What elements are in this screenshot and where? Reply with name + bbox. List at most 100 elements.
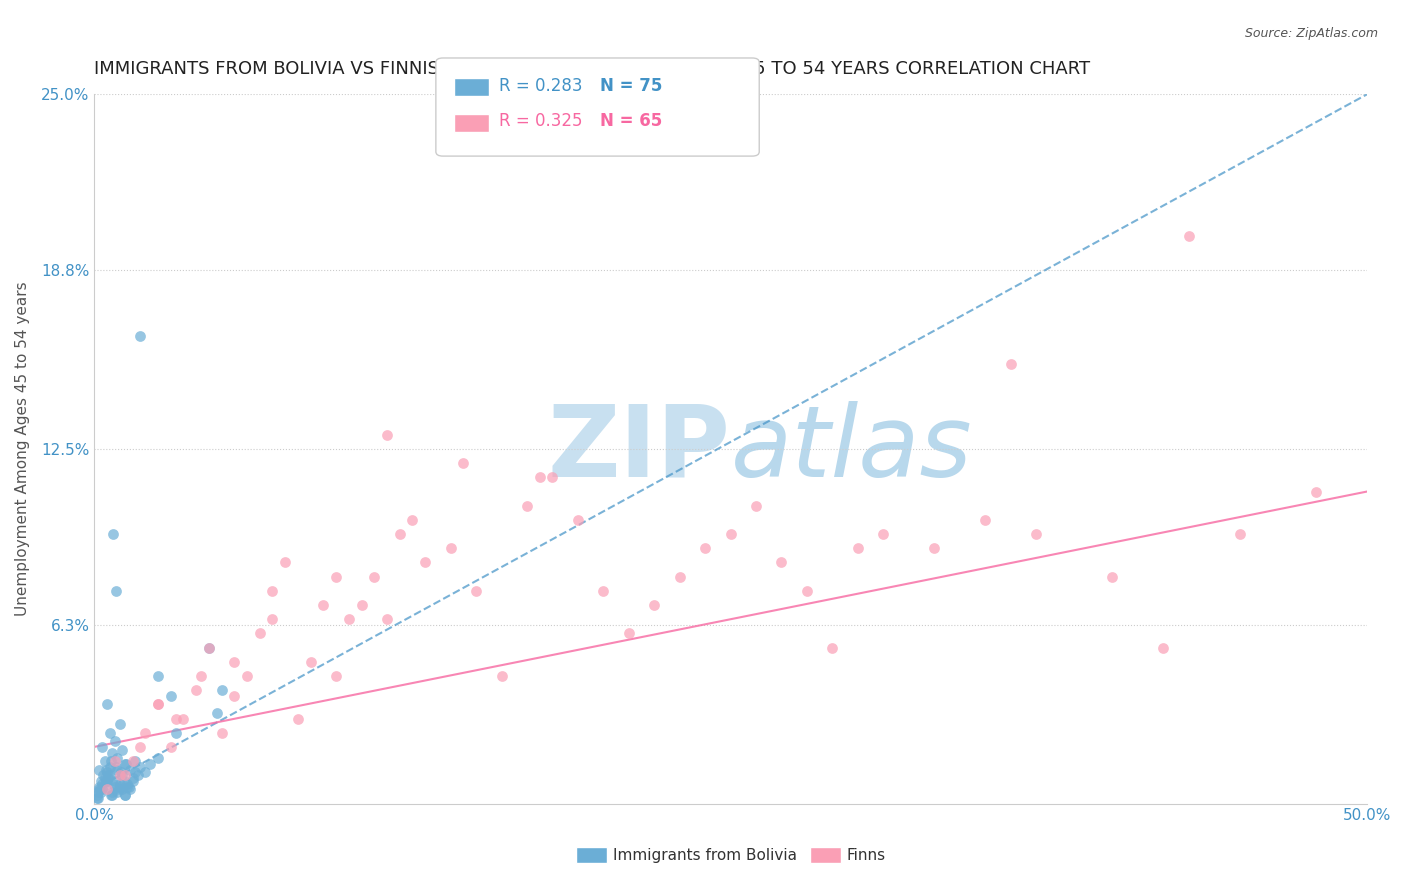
Point	[796, 583, 818, 598]
Point	[129, 328, 152, 343]
Point	[94, 763, 117, 777]
Point	[198, 640, 221, 655]
Point	[114, 756, 136, 771]
Point	[491, 669, 513, 683]
Point	[104, 780, 127, 794]
Point	[236, 669, 259, 683]
Point	[100, 788, 122, 802]
Point	[91, 768, 114, 782]
Point	[110, 765, 132, 780]
Point	[165, 712, 187, 726]
Point	[98, 760, 121, 774]
Point	[401, 513, 423, 527]
Point	[94, 773, 117, 788]
Point	[89, 782, 111, 797]
Text: R = 0.283: R = 0.283	[499, 77, 582, 95]
Point	[262, 612, 284, 626]
Point	[105, 785, 128, 799]
Point	[821, 640, 844, 655]
Point	[1101, 570, 1123, 584]
Text: Source: ZipAtlas.com: Source: ZipAtlas.com	[1244, 27, 1378, 40]
Point	[274, 556, 297, 570]
Point	[224, 655, 246, 669]
Point	[114, 768, 136, 782]
Point	[695, 541, 717, 556]
Point	[205, 706, 228, 720]
Point	[86, 791, 108, 805]
Point	[105, 751, 128, 765]
Point	[104, 583, 127, 598]
Text: N = 75: N = 75	[600, 77, 662, 95]
Point	[1305, 484, 1327, 499]
Point	[922, 541, 945, 556]
Point	[529, 470, 551, 484]
Point	[224, 689, 246, 703]
Point	[86, 788, 108, 802]
Point	[87, 791, 110, 805]
Point	[375, 427, 398, 442]
Point	[89, 763, 111, 777]
Point	[139, 756, 162, 771]
Point	[101, 746, 124, 760]
Point	[90, 785, 112, 799]
Point	[121, 771, 143, 785]
Point	[101, 785, 124, 799]
Point	[100, 754, 122, 768]
Point	[93, 754, 115, 768]
Point	[107, 782, 129, 797]
Point	[96, 698, 118, 712]
Point	[111, 768, 134, 782]
Point	[134, 765, 156, 780]
Point	[159, 739, 181, 754]
Point	[1152, 640, 1174, 655]
Point	[211, 725, 233, 739]
Text: R = 0.325: R = 0.325	[499, 112, 582, 130]
Point	[172, 712, 194, 726]
Point	[121, 754, 143, 768]
Point	[93, 771, 115, 785]
Point	[118, 782, 141, 797]
Point	[325, 570, 347, 584]
Point	[159, 689, 181, 703]
Point	[541, 470, 564, 484]
Point	[115, 756, 138, 771]
Point	[211, 683, 233, 698]
Point	[105, 763, 128, 777]
Point	[668, 570, 690, 584]
Point	[114, 788, 136, 802]
Point	[104, 773, 127, 788]
Point	[1000, 357, 1022, 371]
Point	[413, 556, 436, 570]
Point	[872, 527, 894, 541]
Point	[89, 780, 111, 794]
Point	[121, 773, 143, 788]
Point	[325, 669, 347, 683]
Y-axis label: Unemployment Among Ages 45 to 54 years: Unemployment Among Ages 45 to 54 years	[15, 282, 30, 616]
Point	[91, 780, 114, 794]
Point	[98, 768, 121, 782]
Point	[97, 768, 120, 782]
Point	[117, 777, 139, 791]
Point	[846, 541, 869, 556]
Point	[146, 698, 169, 712]
Point	[165, 725, 187, 739]
Point	[720, 527, 742, 541]
Point	[363, 570, 385, 584]
Point	[465, 583, 488, 598]
Point	[98, 725, 121, 739]
Point	[104, 754, 127, 768]
Point	[1177, 229, 1199, 244]
Point	[190, 669, 212, 683]
Point	[124, 754, 146, 768]
Point	[198, 640, 221, 655]
Point	[617, 626, 640, 640]
Point	[388, 527, 411, 541]
Point	[146, 698, 169, 712]
Point	[111, 742, 134, 756]
Point	[337, 612, 360, 626]
Point	[87, 785, 110, 799]
Point	[127, 768, 149, 782]
Text: Finns: Finns	[846, 848, 886, 863]
Point	[146, 751, 169, 765]
Point	[1025, 527, 1047, 541]
